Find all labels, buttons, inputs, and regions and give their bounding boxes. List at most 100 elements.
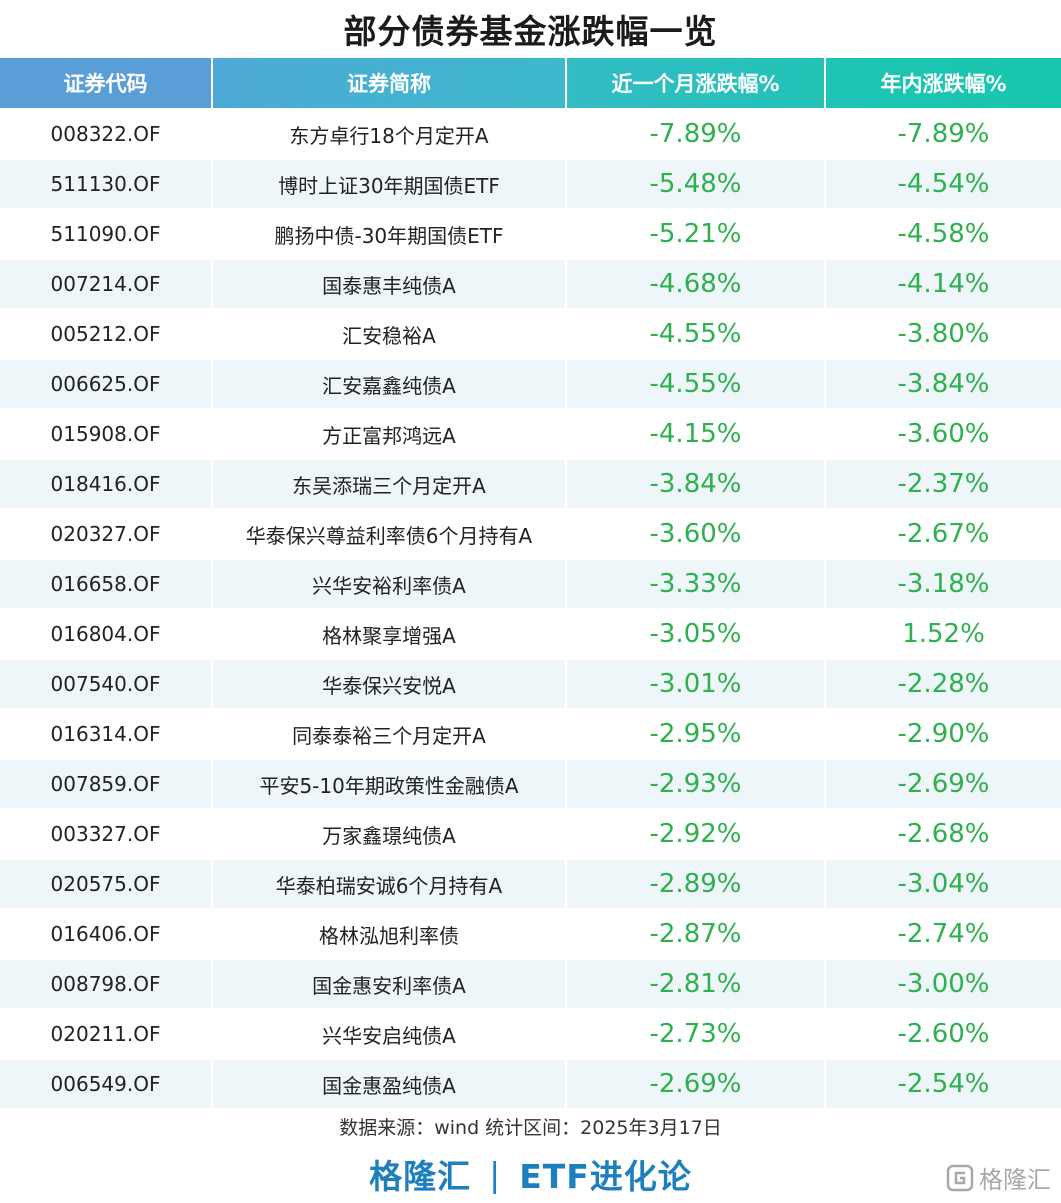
ytd-change: -3.18% [825, 559, 1061, 610]
table-row: 016406.OF 格林泓旭利率债 -2.87% -2.74% [0, 909, 1061, 960]
column-header-month-change: 近一个月涨跌幅% [566, 58, 826, 110]
fund-code: 016406.OF [0, 909, 213, 960]
column-header-code: 证券代码 [0, 58, 213, 110]
ytd-change: -2.68% [825, 809, 1061, 860]
table-row: 005212.OF 汇安稳裕A -4.55% -3.80% [0, 309, 1061, 360]
table-body: 008322.OF 东方卓行18个月定开A -7.89% -7.89% 511130.O… [0, 109, 1061, 1110]
month-change: -2.92% [566, 809, 826, 860]
ytd-change: -2.74% [825, 909, 1061, 960]
month-change: -4.68% [566, 259, 826, 310]
fund-code: 016658.OF [0, 559, 213, 610]
table-row: 020327.OF 华泰保兴尊益利率债6个月持有A -3.60% -2.67% [0, 509, 1061, 560]
ytd-change: -2.60% [825, 1009, 1061, 1060]
ytd-change: -4.58% [825, 209, 1061, 260]
ytd-change: -3.04% [825, 859, 1061, 910]
fund-name: 方正富邦鸿远A [212, 409, 567, 460]
month-change: -3.60% [566, 509, 826, 560]
fund-table: 证券代码 证券简称 近一个月涨跌幅% 年内涨跌幅% 008322.OF 东方卓行1… [0, 58, 1061, 1110]
fund-name: 汇安稳裕A [212, 309, 567, 360]
month-change: -5.48% [566, 159, 826, 210]
fund-code: 008798.OF [0, 959, 213, 1010]
table-row: 007859.OF 平安5-10年期政策性金融债A -2.93% -2.69% [0, 759, 1061, 810]
watermark-text: 格隆汇 [979, 1166, 1051, 1194]
fund-code: 020575.OF [0, 859, 213, 910]
month-change: -3.01% [566, 659, 826, 710]
brand-footer: 格隆汇 | ETF进化论 [0, 1148, 1061, 1200]
table-row: 003327.OF 万家鑫璟纯债A -2.92% -2.68% [0, 809, 1061, 860]
fund-code: 020211.OF [0, 1009, 213, 1060]
ytd-change: -2.28% [825, 659, 1061, 710]
table-row: 020211.OF 兴华安启纯债A -2.73% -2.60% [0, 1009, 1061, 1060]
month-change: -7.89% [566, 109, 826, 160]
ytd-change: -3.84% [825, 359, 1061, 410]
month-change: -2.81% [566, 959, 826, 1010]
month-change: -4.55% [566, 309, 826, 360]
month-change: -4.15% [566, 409, 826, 460]
ytd-change: -2.67% [825, 509, 1061, 560]
fund-code: 018416.OF [0, 459, 213, 510]
table-header-row: 证券代码 证券简称 近一个月涨跌幅% 年内涨跌幅% [0, 58, 1061, 110]
month-change: -4.55% [566, 359, 826, 410]
table-row: 016314.OF 同泰泰裕三个月定开A -2.95% -2.90% [0, 709, 1061, 760]
fund-code: 005212.OF [0, 309, 213, 360]
table-row: 020575.OF 华泰柏瑞安诚6个月持有A -2.89% -3.04% [0, 859, 1061, 910]
ytd-change: -3.80% [825, 309, 1061, 360]
fund-name: 格林聚享增强A [212, 609, 567, 660]
fund-code: 006625.OF [0, 359, 213, 410]
fund-code: 007540.OF [0, 659, 213, 710]
month-change: -2.89% [566, 859, 826, 910]
fund-code: 511090.OF [0, 209, 213, 260]
table-row: 008798.OF 国金惠安利率债A -2.81% -3.00% [0, 959, 1061, 1010]
table-row: 007214.OF 国泰惠丰纯债A -4.68% -4.14% [0, 259, 1061, 310]
brand-separator: | [489, 1154, 502, 1194]
fund-name: 东方卓行18个月定开A [212, 109, 567, 160]
fund-code: 020327.OF [0, 509, 213, 560]
month-change: -2.95% [566, 709, 826, 760]
ytd-change: -4.54% [825, 159, 1061, 210]
month-change: -5.21% [566, 209, 826, 260]
fund-name: 格林泓旭利率债 [212, 909, 567, 960]
ytd-change: -3.00% [825, 959, 1061, 1010]
month-change: -2.73% [566, 1009, 826, 1060]
fund-name: 平安5-10年期政策性金融债A [212, 759, 567, 810]
ytd-change: -2.69% [825, 759, 1061, 810]
ytd-change: 1.52% [825, 609, 1061, 660]
fund-code: 008322.OF [0, 109, 213, 160]
fund-code: 003327.OF [0, 809, 213, 860]
fund-name: 东吴添瑞三个月定开A [212, 459, 567, 510]
table-row: 015908.OF 方正富邦鸿远A -4.15% -3.60% [0, 409, 1061, 460]
fund-name: 兴华安启纯债A [212, 1009, 567, 1060]
table-row: 016658.OF 兴华安裕利率债A -3.33% -3.18% [0, 559, 1061, 610]
fund-name: 同泰泰裕三个月定开A [212, 709, 567, 760]
ytd-change: -7.89% [825, 109, 1061, 160]
ytd-change: -2.90% [825, 709, 1061, 760]
fund-code: 511130.OF [0, 159, 213, 210]
fund-name: 鹏扬中债-30年期国债ETF [212, 209, 567, 260]
month-change: -2.69% [566, 1059, 826, 1110]
fund-name: 万家鑫璟纯债A [212, 809, 567, 860]
column-header-ytd-change: 年内涨跌幅% [825, 58, 1061, 110]
table-row: 018416.OF 东吴添瑞三个月定开A -3.84% -2.37% [0, 459, 1061, 510]
table-row: 511090.OF 鹏扬中债-30年期国债ETF -5.21% -4.58% [0, 209, 1061, 260]
fund-name: 兴华安裕利率债A [212, 559, 567, 610]
ytd-change: -2.37% [825, 459, 1061, 510]
fund-code: 016804.OF [0, 609, 213, 660]
fund-name: 国金惠盈纯债A [212, 1059, 567, 1110]
ytd-change: -4.14% [825, 259, 1061, 310]
fund-code: 015908.OF [0, 409, 213, 460]
month-change: -3.33% [566, 559, 826, 610]
month-change: -2.93% [566, 759, 826, 810]
fund-name: 汇安嘉鑫纯债A [212, 359, 567, 410]
table-row: 006625.OF 汇安嘉鑫纯债A -4.55% -3.84% [0, 359, 1061, 410]
month-change: -2.87% [566, 909, 826, 960]
fund-name: 国泰惠丰纯债A [212, 259, 567, 310]
fund-name: 博时上证30年期国债ETF [212, 159, 567, 210]
fund-code: 006549.OF [0, 1059, 213, 1110]
fund-name: 华泰柏瑞安诚6个月持有A [212, 859, 567, 910]
page-title: 部分债券基金涨跌幅一览 [343, 12, 718, 51]
fund-name: 华泰保兴安悦A [212, 659, 567, 710]
month-change: -3.84% [566, 459, 826, 510]
brand-name: 格隆汇 [369, 1157, 472, 1196]
fund-code: 016314.OF [0, 709, 213, 760]
ytd-change: -2.54% [825, 1059, 1061, 1110]
